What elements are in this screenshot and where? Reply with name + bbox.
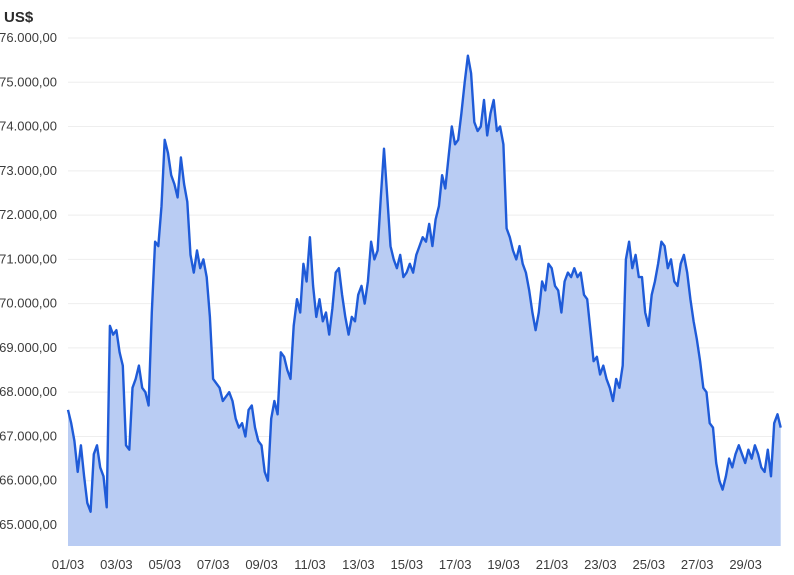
x-tick-label: 21/03 [536, 557, 569, 572]
x-tick-label: 19/03 [487, 557, 520, 572]
x-tick-label: 25/03 [633, 557, 666, 572]
x-tick-label: 13/03 [342, 557, 375, 572]
y-tick-label: 74.000,00 [0, 119, 57, 134]
x-tick-label: 27/03 [681, 557, 714, 572]
x-tick-label: 23/03 [584, 557, 617, 572]
y-tick-label: 70.000,00 [0, 296, 57, 311]
y-axis-ticks: 65.000,00 66.000,00 67.000,00 68.000,00 69.0… [0, 30, 57, 532]
price-area-fill [68, 55, 781, 546]
y-tick-label: 73.000,00 [0, 163, 57, 178]
y-tick-label: 67.000,00 [0, 428, 57, 443]
y-tick-label: 68.000,00 [0, 384, 57, 399]
y-tick-label: 69.000,00 [0, 340, 57, 355]
currency-unit-label: US$ [4, 9, 34, 26]
y-tick-label: 75.000,00 [0, 74, 57, 89]
x-tick-label: 15/03 [391, 557, 424, 572]
price-line [66, 54, 782, 513]
y-tick-label: 66.000,00 [0, 473, 57, 488]
x-tick-label: 05/03 [149, 557, 182, 572]
y-tick-label: 65.000,00 [0, 517, 57, 532]
x-tick-label: 11/03 [294, 557, 326, 572]
x-tick-label: 03/03 [100, 557, 133, 572]
x-tick-label: 29/03 [729, 557, 762, 572]
x-tick-label: 17/03 [439, 557, 472, 572]
y-tick-label: 76.000,00 [0, 30, 57, 45]
y-tick-label: 71.000,00 [0, 251, 57, 266]
x-tick-label: 01/03 [52, 557, 85, 572]
x-tick-label: 07/03 [197, 557, 230, 572]
y-tick-label: 72.000,00 [0, 207, 57, 222]
x-tick-label: 09/03 [245, 557, 278, 572]
x-axis-ticks: 01/03 03/03 05/03 07/03 09/03 11/03 13/03 15/03… [52, 557, 762, 572]
